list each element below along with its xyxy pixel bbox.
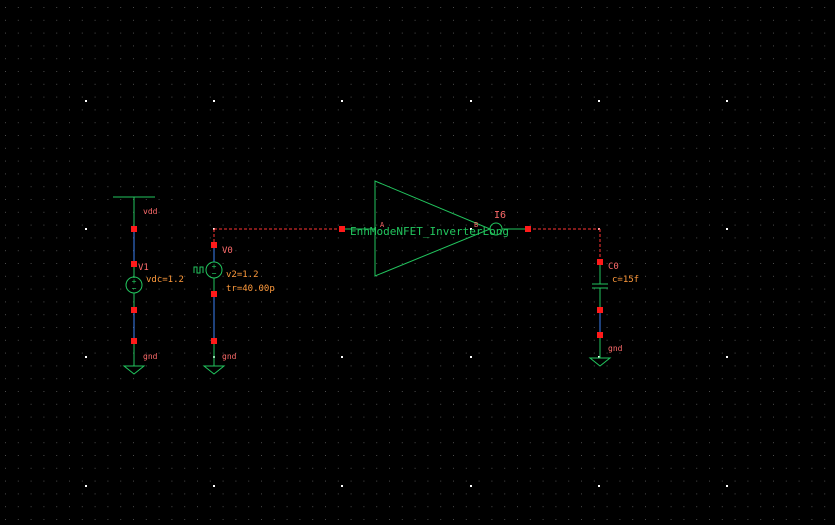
inverter-pin-label-b: B [474,221,478,229]
selected-net-wires[interactable] [214,228,601,262]
inverter-cell-name: EnhModeNFET_InverterLong [350,225,509,238]
grid-dots [5,7,826,520]
inverter-out-pin[interactable] [525,226,531,232]
inverter-instance-label: I6 [494,210,506,221]
v1-instance-label: V1 [138,263,149,273]
c0-param-c: c=15f [612,275,639,285]
svg-text:+: + [132,277,137,286]
svg-text:−: − [212,269,217,278]
v1-param-vdc: vdc=1.2 [146,275,184,285]
svg-text:−: − [132,284,137,293]
source-v1[interactable]: + − vdd V1 vdc=1.2 gnd [113,196,184,375]
v0-param-v2: v2=1.2 [226,270,259,280]
inverter-pin-label-a: A [380,221,385,229]
inverter-i6[interactable]: A B I6 EnhModeNFET_InverterLong [339,180,531,277]
c0-instance-label: C0 [608,262,619,272]
net-label-gnd-v1: gnd [143,352,158,361]
net-label-gnd-v0: gnd [222,352,237,361]
net-label-vdd: vdd [143,207,158,216]
net-label-gnd-c0: gnd [608,344,623,353]
svg-text:+: + [212,262,217,271]
inverter-in-pin[interactable] [339,226,345,232]
v0-instance-label: V0 [222,246,233,256]
pulse-icon [193,266,204,274]
v0-param-tr: tr=40.00p [226,284,275,294]
capacitor-c0[interactable]: C0 c=15f gnd [588,259,639,367]
source-v0[interactable]: + − V0 v2=1.2 tr=40.00p gnd [193,229,275,375]
